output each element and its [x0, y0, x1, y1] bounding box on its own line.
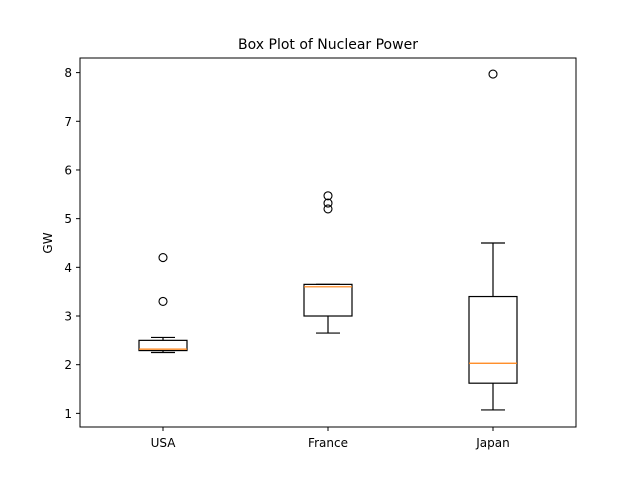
outlier-point	[323, 198, 333, 208]
x-tick-label: Japan	[475, 436, 509, 450]
iqr-box	[138, 339, 188, 352]
iqr-box	[468, 295, 518, 384]
y-tick-label: 5	[64, 212, 72, 226]
box-usa	[138, 253, 188, 354]
y-tick-label: 1	[64, 407, 72, 421]
x-tick-label: USA	[151, 436, 177, 450]
y-tick-label: 4	[64, 261, 72, 275]
y-tick-label: 3	[64, 310, 72, 324]
outlier-point	[158, 253, 168, 263]
x-tick-label: France	[308, 436, 348, 450]
y-tick-label: 2	[64, 358, 72, 372]
y-axis-label: GW	[41, 232, 55, 253]
plot-frame	[79, 57, 577, 428]
outlier-point	[323, 204, 333, 214]
outlier-point	[158, 296, 168, 306]
chart-title: Box Plot of Nuclear Power	[238, 37, 418, 53]
outlier-point	[323, 191, 333, 201]
outlier-point	[488, 69, 498, 79]
y-tick-label: 8	[64, 66, 72, 80]
iqr-box	[303, 283, 353, 317]
box-france	[303, 191, 353, 334]
box-japan	[468, 69, 518, 411]
y-tick-label: 7	[64, 115, 72, 129]
plot-area: 1 2 3 4 5 6 7 8 USA France Japan	[64, 66, 518, 450]
y-tick-label: 6	[64, 163, 72, 177]
